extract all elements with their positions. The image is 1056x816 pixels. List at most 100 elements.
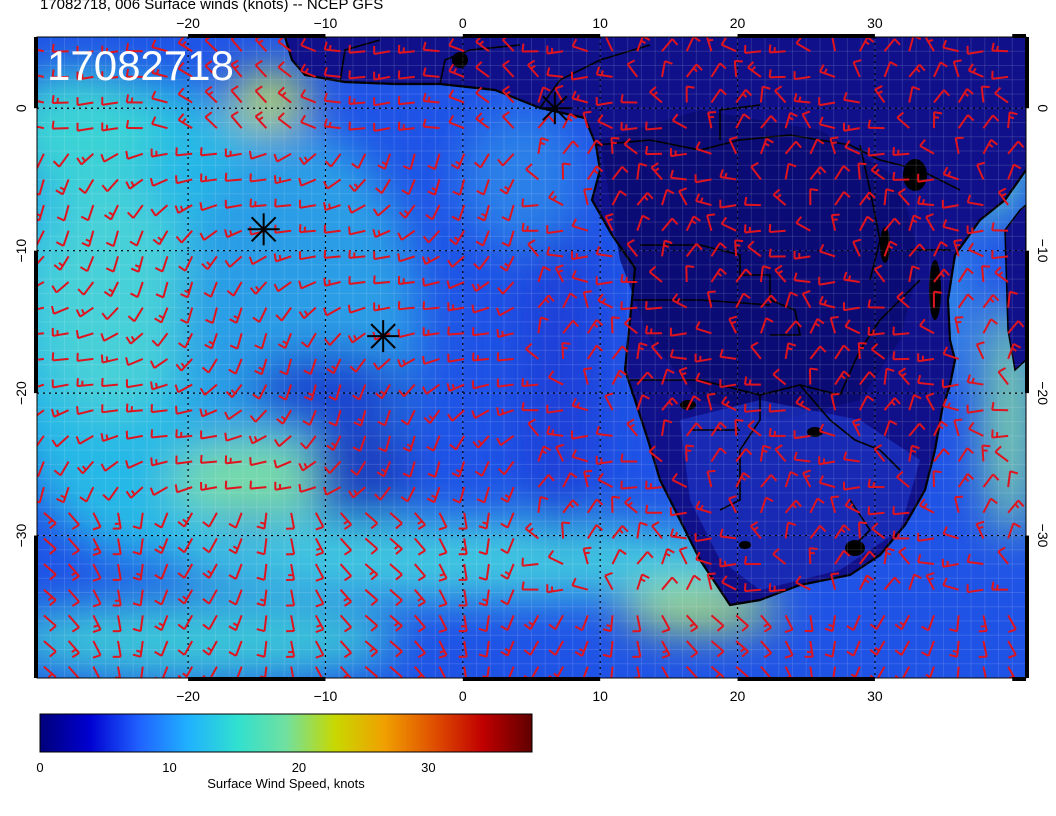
wind-barb — [458, 589, 468, 607]
wind-barb — [602, 640, 614, 658]
wind-barb — [858, 215, 875, 232]
wind-barb — [348, 44, 366, 54]
y-tick-label: −30 — [1035, 524, 1051, 548]
wind-barb — [349, 358, 367, 373]
wind-barb — [314, 666, 324, 678]
wind-barb — [908, 243, 926, 258]
wind-barb — [496, 407, 514, 417]
wind-barb — [957, 473, 975, 488]
wind-barb — [685, 444, 695, 462]
wind-barb — [743, 556, 761, 566]
wind-barb — [537, 495, 549, 513]
wind-barb — [720, 37, 737, 53]
wind-barb — [981, 444, 991, 462]
wind-barb — [994, 266, 1009, 283]
wind-barb — [933, 268, 951, 283]
wind-barb — [478, 512, 490, 530]
frame-segment — [737, 677, 875, 681]
wind-barb — [476, 486, 490, 504]
wind-barb — [228, 358, 243, 375]
wind-barb — [101, 178, 119, 193]
wind-barb — [952, 59, 962, 78]
wind-barb — [685, 265, 695, 283]
wind-barb — [112, 538, 122, 556]
wind-barb — [204, 111, 218, 129]
wind-barb — [225, 383, 243, 399]
y-tick-label: 0 — [1035, 104, 1051, 112]
wind-barb — [497, 153, 515, 167]
wind-barb — [636, 371, 654, 386]
frame-segment — [462, 34, 601, 38]
wind-barb — [750, 341, 762, 360]
wind-barb — [150, 457, 168, 467]
wind-barb — [373, 251, 391, 261]
wind-barb — [671, 293, 688, 309]
wind-barb — [858, 191, 876, 206]
wind-barb — [224, 409, 243, 421]
frame-segment — [34, 37, 38, 109]
wind-barb — [562, 112, 578, 129]
wind-barb — [942, 39, 959, 53]
wind-barb — [537, 316, 549, 334]
wind-barb — [997, 546, 1009, 565]
wind-barb — [919, 318, 935, 335]
wind-barb — [37, 100, 45, 104]
wind-barb — [743, 583, 761, 593]
wind-barb — [43, 512, 57, 530]
wind-barb — [497, 460, 515, 476]
wind-barb — [273, 281, 292, 293]
wind-barb — [571, 449, 589, 463]
wind-barb — [648, 265, 663, 283]
wind-barb — [583, 469, 593, 488]
wind-barb — [671, 472, 688, 489]
wind-barb — [975, 520, 985, 539]
wind-barb — [527, 59, 540, 78]
wind-barb — [298, 306, 317, 320]
wind-barb — [286, 538, 296, 556]
wind-barb — [1007, 343, 1022, 360]
wind-barb — [809, 497, 825, 514]
wind-barb — [967, 63, 984, 78]
wind-barb — [125, 119, 143, 130]
storm-markers — [247, 92, 571, 353]
storm-marker — [247, 213, 280, 246]
wind-barb — [348, 121, 366, 131]
wind-barb — [795, 37, 811, 53]
wind-barb — [710, 88, 727, 104]
wind-barb — [710, 640, 725, 658]
wind-barb — [611, 525, 629, 540]
wind-barb — [101, 378, 119, 388]
wind-barb — [537, 474, 555, 488]
wind-barb — [127, 307, 144, 323]
wind-barb — [793, 71, 811, 81]
wind-barb — [256, 512, 268, 530]
wind-barb — [203, 281, 218, 298]
wind-barb — [768, 69, 786, 79]
wind-barb — [427, 153, 441, 171]
wind-barb — [452, 179, 466, 196]
wind-barb — [348, 486, 366, 499]
wind-barb — [55, 230, 70, 247]
wind-barb — [1007, 290, 1018, 308]
wind-barb — [421, 383, 441, 395]
wind-barb — [982, 666, 987, 678]
wind-barb — [830, 213, 840, 231]
wind-barb — [537, 294, 555, 309]
x-tick-label: 20 — [730, 15, 746, 31]
wind-barb — [908, 422, 926, 437]
wind-barb — [201, 358, 218, 374]
wind-barb — [300, 114, 317, 130]
wind-barb — [177, 614, 194, 631]
wind-barb — [982, 294, 1000, 309]
frame-segment — [188, 677, 326, 681]
wind-barb — [228, 512, 243, 529]
wind-barb — [298, 177, 317, 187]
wind-barb — [991, 42, 1009, 53]
wind-barb — [883, 38, 901, 52]
wind-barb — [784, 320, 802, 334]
wind-barb — [475, 112, 490, 129]
wind-barb — [980, 85, 990, 103]
wind-barb — [650, 162, 663, 181]
wind-barb — [892, 171, 910, 181]
wind-barb — [768, 248, 786, 258]
